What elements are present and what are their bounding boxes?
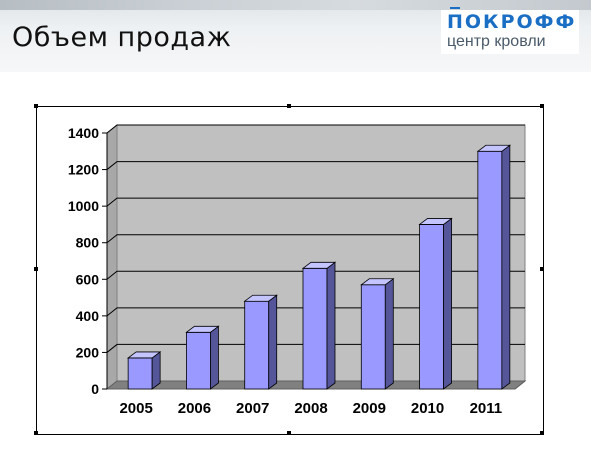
bar-side	[443, 217, 452, 390]
logo-roof-icon	[450, 7, 460, 14]
y-tick-label: 1200	[68, 162, 99, 178]
gridline	[106, 161, 525, 170]
bar-2009	[360, 277, 395, 390]
resize-handle-bottom-left[interactable]	[34, 431, 38, 435]
resize-handle-top-left[interactable]	[34, 104, 38, 108]
y-tick-label: 0	[91, 381, 99, 397]
bar-2008	[301, 261, 337, 390]
resize-handle-right[interactable]	[540, 267, 544, 271]
y-tick-label: 1000	[68, 198, 99, 214]
bar-front	[127, 357, 153, 390]
bar-side	[384, 277, 394, 390]
x-tick-label: 2009	[353, 400, 386, 417]
bar-side	[210, 325, 219, 390]
gridline	[106, 124, 525, 134]
bar-front	[419, 224, 444, 390]
logo-name: ПОКРОФФ	[447, 11, 577, 33]
x-tick-label: 2007	[236, 400, 269, 417]
header-top-strip	[0, 0, 591, 10]
bar-front	[477, 150, 503, 390]
y-tick-label: 1400	[68, 125, 99, 141]
bar-top	[360, 278, 395, 286]
resize-handle-left[interactable]	[34, 267, 38, 271]
slide-header: Объем продаж ПОКРОФФ центр кровли	[0, 0, 591, 72]
y-tick-label: 600	[76, 271, 100, 287]
gridline	[106, 270, 525, 280]
resize-handle-bottom[interactable]	[287, 431, 291, 435]
bar-side	[326, 261, 336, 390]
x-tick-label: 2005	[119, 400, 152, 417]
bar-top	[185, 325, 220, 333]
bar-side	[268, 294, 278, 390]
y-tick-label: 400	[76, 308, 100, 324]
bar-top	[418, 218, 453, 225]
bar-2010	[418, 217, 453, 390]
bar-top	[476, 144, 512, 152]
x-tick-label: 2010	[411, 400, 444, 417]
gridline	[106, 197, 525, 207]
bar-2007	[243, 294, 278, 390]
plot-side-wall	[106, 123, 118, 391]
bar-front	[360, 284, 386, 390]
bar-top	[243, 294, 278, 302]
x-tick-label: 2011	[470, 400, 503, 417]
bar-side	[501, 144, 511, 390]
x-tick-label: 2006	[178, 400, 211, 417]
bar-front	[244, 300, 270, 390]
y-tick-label: 200	[76, 344, 100, 360]
gridline	[106, 234, 525, 244]
x-tick-label: 2008	[294, 400, 327, 417]
bar-2011	[476, 144, 512, 390]
resize-handle-top[interactable]	[287, 104, 291, 108]
resize-handle-top-right[interactable]	[540, 104, 544, 108]
company-logo: ПОКРОФФ центр кровли	[441, 7, 579, 54]
page-title: Объем продаж	[12, 22, 232, 53]
y-tick-label: 800	[76, 235, 100, 251]
bar-2005	[126, 351, 162, 390]
bar-2006	[185, 325, 220, 390]
bar-top	[301, 261, 337, 269]
bar-top	[126, 351, 162, 359]
bar-front	[186, 331, 211, 390]
resize-handle-bottom-right[interactable]	[540, 431, 544, 435]
logo-tagline: центр кровли	[447, 33, 546, 50]
bar-front	[302, 267, 328, 390]
